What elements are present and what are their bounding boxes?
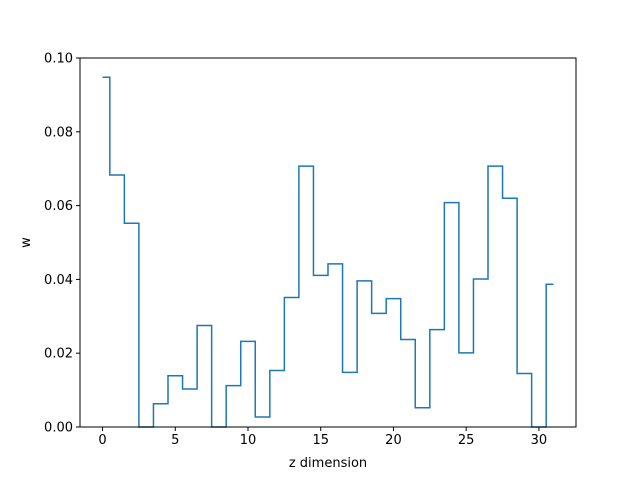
series-step-line <box>102 76 554 428</box>
x-tick-label: 15 <box>312 433 329 448</box>
y-tick-label: 0.10 <box>44 52 73 67</box>
y-tick-label: 0.06 <box>44 199 73 214</box>
x-tick-label: 30 <box>531 433 548 448</box>
x-tick-label: 25 <box>458 433 475 448</box>
x-tick-label: 20 <box>385 433 402 448</box>
x-tick-label: 0 <box>98 433 106 448</box>
y-tick-label: 0.08 <box>44 125 73 140</box>
y-axis-label: w <box>19 237 34 248</box>
x-tick-label: 5 <box>171 433 179 448</box>
ticks: 0 5 10 15 20 25 30 0.00 0.02 0.04 0.06 0.08 0.10 <box>44 52 547 449</box>
x-tick-label: 10 <box>240 433 257 448</box>
y-tick-label: 0.02 <box>44 347 73 362</box>
plot-frame <box>79 57 577 428</box>
x-axis-label: z dimension <box>289 456 367 471</box>
y-tick-label: 0.00 <box>44 421 73 436</box>
y-tick-label: 0.04 <box>44 273 73 288</box>
